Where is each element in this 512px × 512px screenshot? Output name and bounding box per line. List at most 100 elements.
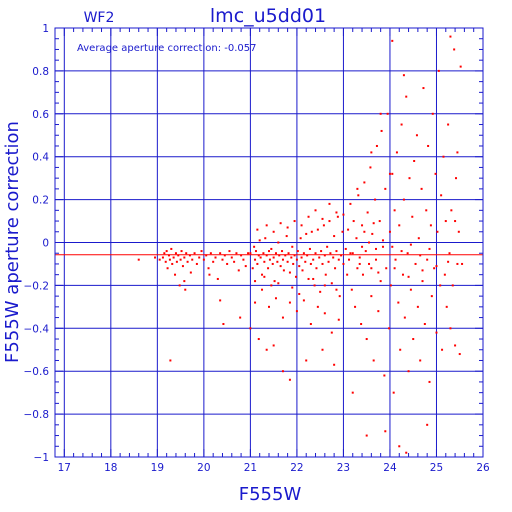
- data-point: [312, 258, 315, 261]
- data-point: [351, 391, 354, 394]
- data-point: [356, 267, 359, 270]
- data-point: [377, 271, 380, 274]
- data-point: [405, 95, 408, 98]
- data-point: [381, 245, 384, 248]
- data-point: [306, 254, 309, 257]
- data-point: [358, 262, 361, 265]
- data-point: [443, 273, 446, 276]
- data-point: [302, 299, 305, 302]
- y-tick-label: −0.6: [24, 366, 50, 378]
- data-point: [279, 265, 282, 268]
- y-tick-label: 0.6: [32, 109, 49, 121]
- data-point: [457, 230, 460, 233]
- data-point: [293, 254, 296, 257]
- data-point: [253, 245, 256, 248]
- data-point: [261, 273, 264, 276]
- data-point: [263, 275, 266, 278]
- data-point: [431, 112, 434, 115]
- data-point: [456, 151, 459, 154]
- y-tick-label: −0.4: [24, 323, 50, 335]
- data-point: [414, 262, 417, 265]
- data-point: [324, 273, 327, 276]
- data-point: [296, 250, 299, 253]
- data-point: [368, 262, 371, 265]
- data-point: [284, 254, 287, 257]
- y-tick-label: 0.4: [32, 152, 49, 164]
- data-point: [451, 284, 454, 287]
- data-point: [264, 237, 267, 240]
- data-point: [291, 286, 294, 289]
- data-point: [295, 258, 298, 261]
- data-point: [166, 267, 169, 270]
- data-point: [230, 256, 233, 259]
- data-point: [288, 378, 291, 381]
- data-point: [407, 275, 410, 278]
- data-point: [256, 262, 259, 265]
- data-point: [360, 323, 363, 326]
- data-point: [287, 252, 290, 255]
- data-point: [200, 250, 203, 253]
- data-point: [348, 258, 351, 261]
- data-point: [309, 262, 312, 265]
- data-point: [400, 123, 403, 126]
- data-point: [328, 220, 331, 223]
- data-point: [219, 252, 222, 255]
- y-tick-label: 0: [42, 238, 49, 250]
- data-point: [270, 247, 273, 250]
- data-point: [183, 280, 186, 283]
- data-point: [333, 235, 336, 238]
- data-point: [391, 172, 394, 175]
- data-point: [295, 310, 298, 313]
- data-point: [402, 198, 405, 201]
- data-point: [435, 331, 438, 334]
- data-point: [405, 451, 408, 454]
- data-point: [321, 217, 324, 220]
- data-point: [186, 260, 189, 263]
- data-point: [314, 252, 317, 255]
- data-point: [254, 280, 257, 283]
- data-point: [426, 423, 429, 426]
- data-point: [436, 230, 439, 233]
- y-tick-label: −0.8: [24, 409, 50, 421]
- data-point: [281, 250, 284, 253]
- data-point: [329, 252, 332, 255]
- data-point: [281, 370, 284, 373]
- data-point: [267, 267, 270, 270]
- data-point: [423, 323, 426, 326]
- data-point: [442, 155, 445, 158]
- data-point: [458, 353, 461, 356]
- data-point: [398, 445, 401, 448]
- data-point: [447, 123, 450, 126]
- data-point: [276, 260, 279, 263]
- data-point: [319, 290, 322, 293]
- data-point: [447, 260, 450, 263]
- data-point: [169, 359, 172, 362]
- data-point: [375, 144, 378, 147]
- data-point: [413, 159, 416, 162]
- data-point: [316, 305, 319, 308]
- data-point: [389, 284, 392, 287]
- data-point: [381, 239, 384, 242]
- data-point: [247, 252, 250, 255]
- data-point: [180, 250, 183, 253]
- data-point: [384, 187, 387, 190]
- data-point: [302, 252, 305, 255]
- data-point: [363, 230, 366, 233]
- x-tick-label: 18: [104, 462, 117, 474]
- data-point: [439, 284, 442, 287]
- data-point: [300, 224, 303, 227]
- data-point: [313, 284, 316, 287]
- data-point: [456, 262, 459, 265]
- data-point: [388, 230, 391, 233]
- chart-subtitle: WF2: [84, 10, 115, 26]
- data-point: [318, 256, 321, 259]
- x-tick-label: 25: [430, 462, 443, 474]
- data-point: [179, 258, 182, 261]
- data-point: [278, 254, 281, 257]
- data-point: [165, 250, 168, 253]
- y-tick-labels: −1 −0.8 −0.6 −0.4 −0.2 0 0.2 0.4 0.6 0.8 1: [24, 23, 50, 464]
- plot-frame: [54, 27, 484, 458]
- data-point: [375, 247, 377, 250]
- data-point: [409, 243, 412, 246]
